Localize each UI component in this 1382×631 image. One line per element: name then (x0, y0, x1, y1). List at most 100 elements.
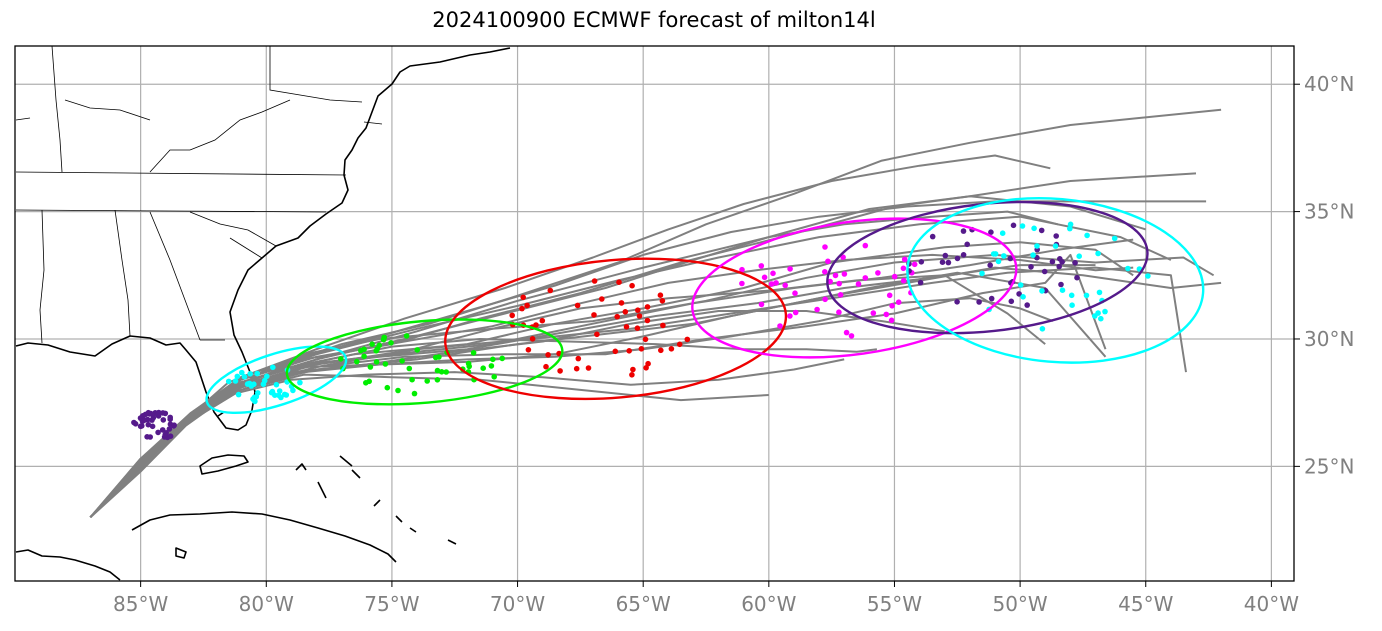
position-point (1067, 221, 1074, 228)
ensemble-tracks (89, 108, 1222, 519)
position-point (254, 370, 260, 377)
position-point (612, 348, 619, 355)
position-point (1010, 222, 1017, 229)
position-point (369, 341, 375, 348)
position-point (524, 302, 530, 309)
position-point (837, 292, 844, 298)
position-point (338, 356, 344, 362)
position-point (499, 355, 506, 362)
position-point (792, 309, 799, 316)
position-point (1095, 250, 1101, 257)
position-point (623, 324, 630, 330)
x-tick-label: 40°W (1244, 592, 1299, 616)
position-point (862, 242, 869, 249)
position-point (403, 333, 410, 339)
position-point (490, 356, 496, 363)
position-point (384, 384, 391, 391)
position-point (964, 241, 970, 248)
position-point (1039, 288, 1045, 294)
position-point (488, 363, 495, 369)
position-point (676, 341, 683, 348)
position-point (1111, 235, 1118, 242)
position-point (376, 342, 383, 349)
position-point (529, 336, 536, 342)
position-point (520, 294, 526, 301)
position-point (424, 378, 431, 384)
ellipse-96h (691, 217, 1018, 359)
position-point (1058, 281, 1064, 288)
position-point (1074, 274, 1080, 281)
x-tick-label: 45°W (1118, 592, 1173, 616)
position-point (739, 280, 745, 287)
position-point (150, 414, 157, 421)
position-point (888, 317, 895, 324)
position-point (827, 278, 833, 285)
state-borders (15, 46, 383, 344)
position-point (166, 426, 173, 432)
graticule-grid (15, 46, 1294, 581)
position-point (281, 391, 288, 398)
position-point (918, 259, 925, 265)
position-point (1020, 294, 1026, 300)
position-point (636, 313, 643, 319)
position-point (836, 309, 842, 316)
position-point (911, 261, 918, 268)
position-point (822, 269, 828, 275)
position-point (382, 361, 389, 367)
position-point (1145, 273, 1151, 279)
position-point (545, 352, 551, 358)
position-point (630, 366, 636, 373)
position-point (614, 313, 620, 320)
position-point (848, 333, 855, 339)
coastline-gulf-south (15, 549, 121, 581)
position-point (247, 371, 253, 377)
position-point (832, 272, 839, 279)
position-point (758, 263, 765, 269)
position-point (254, 390, 261, 396)
x-tick-label: 65°W (616, 592, 671, 616)
position-point (367, 364, 374, 370)
position-point (634, 325, 641, 332)
position-point (1008, 298, 1015, 305)
position-point (1052, 243, 1059, 249)
position-point (269, 388, 276, 395)
position-point (929, 233, 936, 240)
position-point (466, 363, 473, 370)
position-point (434, 367, 441, 374)
position-point (659, 298, 666, 304)
position-point (145, 421, 152, 428)
position-point (547, 287, 554, 294)
position-point (841, 271, 848, 277)
position-point (658, 347, 664, 354)
position-point (758, 301, 765, 308)
position-point (777, 323, 783, 329)
position-point (297, 379, 303, 386)
position-point (822, 296, 828, 303)
uncertainty-ellipses (205, 196, 1205, 415)
latitude-ticks: 25°N 30°N 35°N 40°N (1294, 72, 1354, 478)
chart-title: 2024100900 ECMWF forecast of milton14l (432, 8, 876, 32)
position-point (900, 265, 907, 272)
y-tick-label: 35°N (1304, 200, 1354, 224)
position-point (768, 281, 775, 287)
position-point (773, 280, 779, 286)
position-point (901, 256, 908, 263)
position-point (622, 309, 629, 315)
position-point (739, 266, 745, 273)
position-point (1125, 265, 1131, 272)
position-point (244, 381, 251, 387)
position-point (1016, 291, 1022, 297)
position-point (599, 296, 605, 302)
position-point (585, 365, 592, 371)
position-point (591, 278, 598, 284)
position-point (987, 262, 993, 269)
position-point (411, 390, 418, 397)
position-point (162, 410, 169, 417)
coastline-cuba (199, 454, 249, 475)
position-point (939, 259, 946, 266)
position-point (1019, 223, 1026, 229)
position-point (519, 305, 525, 312)
position-point (1069, 302, 1075, 309)
position-point (895, 299, 902, 306)
